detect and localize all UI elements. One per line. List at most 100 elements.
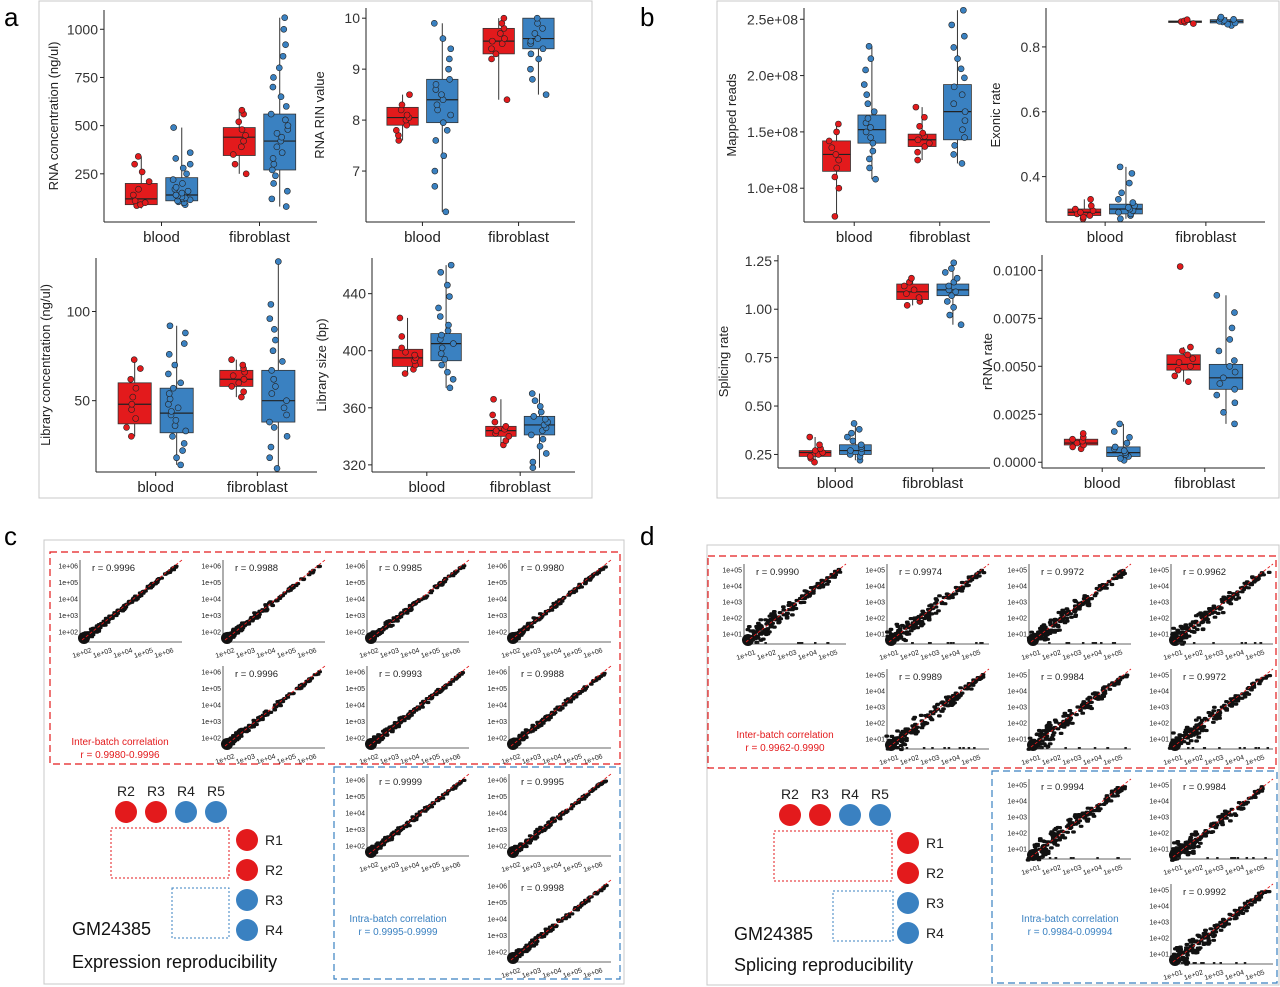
y-tick-label: 1e+02 xyxy=(487,630,507,637)
box-blood-series-1 xyxy=(391,314,424,377)
correlation-value: r = 0.9998 xyxy=(521,883,564,894)
data-point xyxy=(184,187,192,195)
axis-point xyxy=(1180,962,1184,964)
data-point xyxy=(1231,309,1238,316)
data-point xyxy=(914,148,921,156)
data-point xyxy=(278,149,286,156)
data-point xyxy=(848,429,855,437)
axis-point xyxy=(1216,857,1219,859)
y-tick-label: 1e+04 xyxy=(345,703,365,710)
x-tick-label: 1e+01 xyxy=(1163,864,1184,877)
box-fibroblast-series-1 xyxy=(907,103,937,164)
axis-point xyxy=(1046,747,1049,749)
y-tick-label: 1e+06 xyxy=(201,564,221,571)
scatter-points xyxy=(1026,568,1127,642)
axis-point xyxy=(1072,857,1075,859)
x-tick-label: 1e+03 xyxy=(521,861,542,874)
box-fibroblast-series-1 xyxy=(896,274,929,309)
data-point xyxy=(914,156,921,164)
axis-point xyxy=(905,747,909,749)
box-iqr xyxy=(261,369,296,423)
data-point xyxy=(833,164,841,172)
data-point xyxy=(860,81,868,88)
y-tick-label: 1.0e+08 xyxy=(747,180,798,196)
y-tick-label: 0.50 xyxy=(745,398,772,414)
y-axis-label: RNA RIN value xyxy=(312,71,327,158)
y-tick-label: 1e+04 xyxy=(1149,799,1169,806)
data-point xyxy=(1231,368,1239,376)
y-tick-label: 1e+04 xyxy=(201,597,221,604)
data-point xyxy=(900,282,908,290)
data-point xyxy=(1215,347,1223,355)
axis-point xyxy=(1200,962,1203,964)
data-point xyxy=(440,152,448,160)
x-tick-label: 1e+05 xyxy=(1103,649,1124,662)
data-point xyxy=(961,74,968,82)
box-blood-series-1 xyxy=(798,433,832,466)
data-point xyxy=(280,25,288,33)
data-point xyxy=(268,390,276,397)
data-point xyxy=(1174,366,1182,374)
data-point xyxy=(273,143,281,151)
axis-point xyxy=(1259,642,1262,644)
correlation-value: r = 0.9988 xyxy=(235,563,278,574)
data-point xyxy=(1115,196,1122,203)
data-point xyxy=(916,122,923,130)
data-point xyxy=(1226,336,1234,343)
legend-side-label: R3 xyxy=(926,895,944,911)
scatter-points xyxy=(1169,889,1272,966)
data-point xyxy=(832,151,840,158)
axis-point xyxy=(1212,962,1216,964)
axis-point xyxy=(1040,857,1044,859)
data-point xyxy=(283,433,291,440)
x-tick-label: 1e+03 xyxy=(1204,864,1225,877)
data-point xyxy=(171,361,179,369)
inter-batch-range: r = 0.9980-0.9996 xyxy=(80,750,160,761)
data-point xyxy=(960,6,967,14)
y-tick-label: 1e+02 xyxy=(345,844,365,851)
axis-point xyxy=(1096,857,1099,859)
box-fibroblast-series-1 xyxy=(219,356,254,401)
scatter-points xyxy=(510,671,607,747)
y-tick-label: 1.25 xyxy=(745,253,772,269)
data-point xyxy=(275,64,283,72)
data-point xyxy=(171,422,179,429)
scatter-points xyxy=(1025,785,1128,862)
data-point xyxy=(446,384,454,392)
y-tick-label: 1e+05 xyxy=(865,568,885,575)
x-tick-label: blood xyxy=(408,479,445,496)
data-point xyxy=(174,404,182,412)
data-point xyxy=(228,356,235,363)
fit-line xyxy=(1172,563,1274,643)
legend-top-label: R3 xyxy=(811,786,829,802)
data-point xyxy=(527,50,535,58)
y-tick-label: 1e+01 xyxy=(1007,847,1027,854)
y-tick-label: 1e+03 xyxy=(201,613,221,620)
axis-point xyxy=(1078,747,1081,749)
y-tick-label: 1e+02 xyxy=(1149,616,1169,623)
x-tick-label: 1e+02 xyxy=(756,649,777,662)
data-point xyxy=(449,375,457,383)
legend-side-dot xyxy=(897,862,919,884)
data-point xyxy=(1111,443,1119,451)
axis-point xyxy=(1081,642,1085,644)
x-tick-label: 1e+02 xyxy=(359,861,380,874)
fit-line xyxy=(1172,883,1274,963)
data-point xyxy=(497,30,504,37)
axis-point xyxy=(1206,857,1209,859)
data-point xyxy=(134,153,142,160)
axis-point xyxy=(981,642,984,644)
data-point xyxy=(180,440,188,447)
data-point xyxy=(177,379,184,387)
axis-point xyxy=(1192,962,1196,964)
legend-side-label: R1 xyxy=(265,832,283,848)
y-tick-label: 1e+05 xyxy=(865,673,885,680)
x-tick-label: 1e+04 xyxy=(113,647,134,660)
data-point xyxy=(847,447,854,454)
box-fibroblast-series-1 xyxy=(1166,263,1201,385)
scatter-cell-10: 1e+021e+021e+031e+031e+041e+041e+051e+05… xyxy=(487,879,612,980)
data-point xyxy=(535,55,542,63)
box-fibroblast-series-2 xyxy=(943,6,972,167)
x-tick-label: fibroblast xyxy=(229,229,291,246)
data-point xyxy=(1080,213,1087,221)
